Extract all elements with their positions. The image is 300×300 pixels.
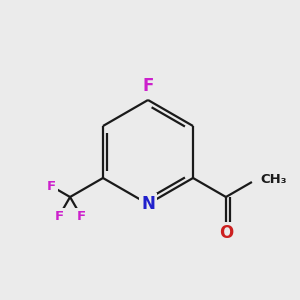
Text: F: F	[142, 77, 154, 95]
Text: F: F	[46, 179, 56, 193]
Text: CH₃: CH₃	[260, 172, 286, 185]
Text: N: N	[141, 195, 155, 213]
Text: F: F	[55, 210, 64, 223]
Text: O: O	[219, 224, 233, 242]
Text: F: F	[76, 210, 85, 223]
